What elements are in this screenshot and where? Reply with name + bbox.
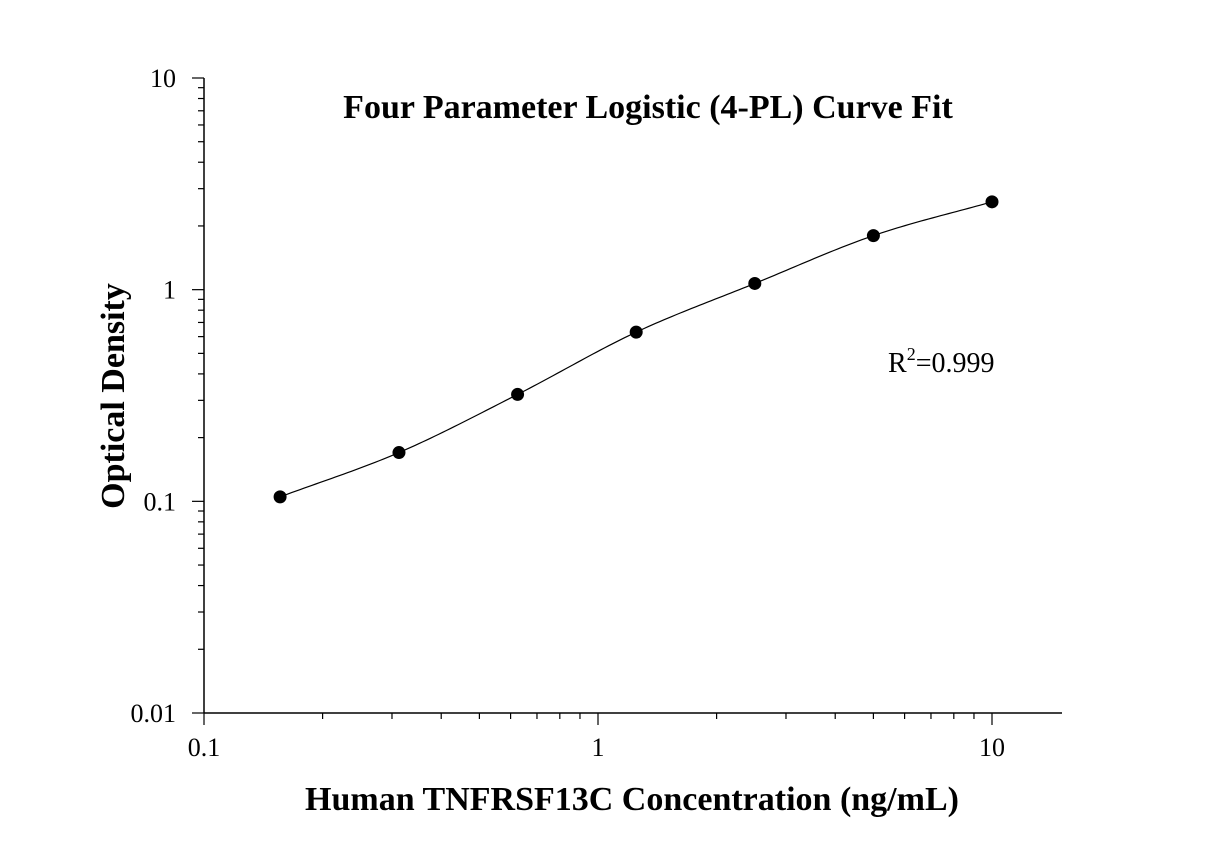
- y-tick-label: 10: [150, 64, 176, 93]
- y-axis-title: Optical Density: [95, 283, 132, 509]
- y-axis-tick-labels: 0.01 0.1 1 10: [131, 64, 177, 728]
- data-point: [511, 387, 525, 401]
- data-point: [985, 195, 999, 209]
- chart-title: Four Parameter Logistic (4-PL) Curve Fit: [343, 89, 953, 126]
- data-point: [273, 490, 287, 504]
- fit-curve: [279, 201, 993, 498]
- y-tick-label: 1: [163, 276, 176, 305]
- data-points: [273, 195, 999, 504]
- axes: [203, 78, 1062, 714]
- y-tick-label: 0.1: [144, 487, 177, 516]
- x-tick-label: 10: [979, 733, 1005, 762]
- x-axis-ticks: [203, 713, 993, 725]
- x-tick-label: 1: [592, 733, 605, 762]
- y-axis-ticks: [192, 77, 204, 714]
- data-point: [866, 229, 880, 243]
- data-point: [629, 325, 643, 339]
- x-axis-tick-labels: 0.1 1 10: [188, 733, 1005, 762]
- r-squared-value: =0.999: [916, 348, 995, 379]
- x-tick-label: 0.1: [188, 733, 221, 762]
- r-squared-annotation: R2=0.999: [888, 344, 994, 379]
- data-point: [392, 446, 406, 460]
- y-tick-label: 0.01: [131, 699, 177, 728]
- x-axis-title: Human TNFRSF13C Concentration (ng/mL): [305, 781, 959, 818]
- r-squared-superscript: 2: [907, 344, 916, 364]
- r-squared-symbol: R: [888, 348, 907, 379]
- data-point: [748, 276, 762, 290]
